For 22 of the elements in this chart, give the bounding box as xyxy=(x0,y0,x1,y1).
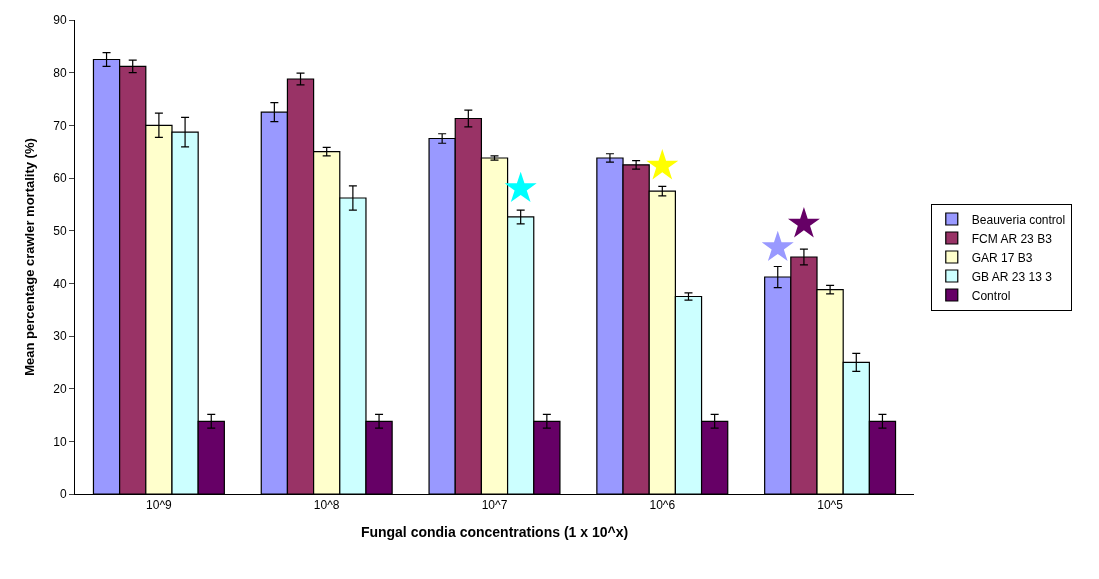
y-tick-label: 70 xyxy=(53,118,67,133)
y-tick-label: 20 xyxy=(53,381,67,396)
y-tick-label: 40 xyxy=(53,276,67,291)
y-tick-label: 80 xyxy=(53,65,67,80)
x-tick-label: 10^7 xyxy=(481,498,508,513)
y-tick-label: 30 xyxy=(53,329,67,344)
x-axis-title: Fungal condia concentrations (1 x 10^x) xyxy=(360,523,629,540)
legend-label: GB AR 23 13 3 xyxy=(971,269,1053,284)
y-tick-label: 50 xyxy=(53,223,67,238)
y-tick-label: 10 xyxy=(53,434,67,449)
legend-label: Control xyxy=(971,288,1011,303)
y-tick-label: 90 xyxy=(53,13,67,28)
x-tick-label: 10^8 xyxy=(313,498,340,513)
legend-label: FCM AR 23 B3 xyxy=(971,231,1053,246)
x-tick-label: 10^6 xyxy=(649,498,676,513)
y-tick-label: 60 xyxy=(53,171,67,186)
x-tick-label: 10^9 xyxy=(146,498,173,513)
legend-label: Beauveria control xyxy=(971,212,1066,227)
legend-label: GAR 17 B3 xyxy=(971,250,1033,265)
x-tick-label: 10^5 xyxy=(817,498,844,513)
y-tick-label: 0 xyxy=(59,487,67,502)
y-axis-title: Mean percentage crawler mortality (%) xyxy=(22,138,38,376)
